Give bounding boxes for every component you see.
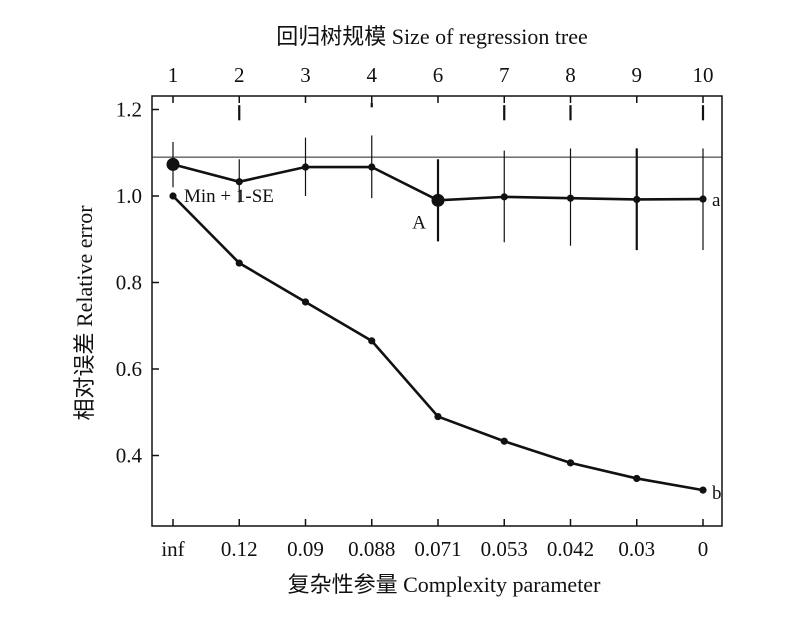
x-tick-label: 0.053: [481, 537, 528, 561]
y-tick-label: 1.0: [116, 184, 142, 208]
top-tick-label: 4: [367, 63, 378, 87]
series-a-point: [699, 195, 707, 203]
series-b-point: [633, 474, 641, 483]
top-tick-label: 10: [693, 63, 714, 87]
top-axis-title: 回归树规模 Size of regression tree: [276, 24, 588, 49]
top-tick-label: 3: [300, 63, 311, 87]
y-axis-title: 相对误差 Relative error: [72, 205, 97, 421]
series-a-point: [500, 193, 508, 201]
series-a-point: [235, 178, 243, 186]
top-tick-label: 6: [433, 63, 444, 87]
series-b-point: [235, 259, 243, 267]
series-a-point: [166, 157, 180, 171]
series-a-point: [368, 163, 376, 171]
x-tick-label: 0.03: [618, 537, 655, 561]
series-b-point: [434, 412, 442, 421]
plot-frame: [151, 95, 723, 527]
series-b-point: [699, 486, 707, 494]
plot-area: inf 0.12 0.09 0.088 0.071 0.053 0.042 0.03 0 1 2 3 4…: [116, 63, 722, 561]
y-tick-label: 0.8: [116, 271, 142, 295]
top-tick-label: 2: [234, 63, 245, 87]
series-a-point: [633, 195, 641, 204]
x-tick-label: 0.042: [547, 537, 594, 561]
series-b-point: [368, 337, 376, 345]
top-tick-label: 9: [632, 63, 643, 87]
x-tick-label: 0.088: [348, 537, 395, 561]
x-tick-label: 0.12: [221, 537, 258, 561]
reference-line-label: Min + 1-SE: [184, 186, 274, 207]
series-b-label: b: [712, 483, 722, 504]
x-tick-label: 0: [698, 537, 709, 561]
series-b-point: [301, 298, 310, 306]
x-tick-label: inf: [161, 537, 184, 561]
series-a-point: [301, 163, 310, 171]
y-tick-label: 0.6: [116, 357, 142, 381]
x-tick-label: 0.071: [414, 537, 461, 561]
series-a-label: a: [712, 190, 721, 211]
highlight-label: A: [412, 212, 426, 233]
y-tick-label: 0.4: [116, 444, 143, 468]
top-tick-label: 1: [168, 63, 179, 87]
x-axis-title: 复杂性参量 Complexity parameter: [288, 572, 601, 597]
series-a-point: [566, 194, 575, 202]
top-tick-label: 8: [565, 63, 576, 87]
series-b-point: [500, 437, 508, 445]
top-tick-label: 7: [499, 63, 510, 87]
series-b-point: [169, 192, 177, 200]
series-b-point: [566, 459, 575, 467]
series-a-point: [431, 193, 445, 207]
y-tick-label: 1.2: [116, 98, 142, 122]
x-tick-label: 0.09: [287, 537, 324, 561]
